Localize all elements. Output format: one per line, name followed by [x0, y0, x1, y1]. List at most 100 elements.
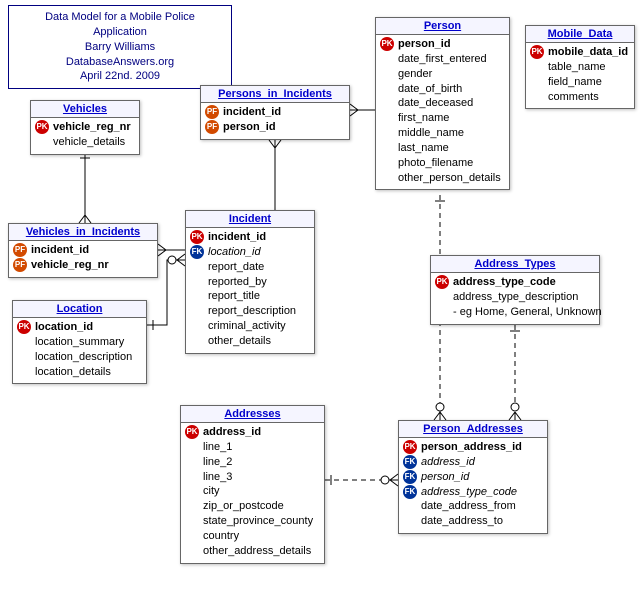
attr-name: vehicle_reg_nr — [53, 120, 131, 135]
attr-name: other_person_details — [398, 171, 501, 186]
pk-key-icon: PK — [530, 45, 544, 59]
attr-name: table_name — [548, 60, 606, 75]
attr-name: date_of_birth — [398, 82, 462, 97]
no-key-icon — [185, 514, 199, 528]
attr-row: middle_name — [380, 126, 505, 141]
entity-header: Location — [13, 301, 146, 318]
attr-name: zip_or_postcode — [203, 499, 284, 514]
attr-row: state_province_county — [185, 514, 320, 529]
attr-name: state_province_county — [203, 514, 313, 529]
attr-name: report_description — [208, 304, 296, 319]
attr-name: - eg Home, General, Unknown — [453, 305, 602, 320]
attr-row: other_person_details — [380, 171, 505, 186]
attr-row: date_address_to — [403, 514, 543, 529]
attr-name: middle_name — [398, 126, 464, 141]
attr-name: other_address_details — [203, 544, 311, 559]
pf-key-icon: PF — [13, 243, 27, 257]
fk-key-icon: FK — [190, 245, 204, 259]
entity-address_types: Address_TypesPKaddress_type_codeaddress_… — [430, 255, 600, 325]
attr-name: gender — [398, 67, 432, 82]
no-key-icon — [190, 319, 204, 333]
attr-name: criminal_activity — [208, 319, 286, 334]
attr-name: incident_id — [31, 243, 89, 258]
attr-name: location_details — [35, 365, 111, 380]
entity-addresses: AddressesPKaddress_idline_1line_2line_3c… — [180, 405, 325, 564]
attr-row: line_3 — [185, 470, 320, 485]
pf-key-icon: PF — [13, 258, 27, 272]
no-key-icon — [185, 440, 199, 454]
attr-name: location_description — [35, 350, 132, 365]
attr-name: photo_filename — [398, 156, 473, 171]
attr-row: other_address_details — [185, 544, 320, 559]
attr-row: reported_by — [190, 275, 310, 290]
attr-row: date_address_from — [403, 499, 543, 514]
fk-key-icon: FK — [403, 455, 417, 469]
attr-name: line_2 — [203, 455, 232, 470]
attr-name: last_name — [398, 141, 449, 156]
attr-row: criminal_activity — [190, 319, 310, 334]
entity-body: PKvehicle_reg_nrvehicle_details — [31, 118, 139, 154]
attr-row: PF incident_id — [13, 243, 153, 258]
attr-name: location_summary — [35, 335, 124, 350]
attr-name: date_first_entered — [398, 52, 487, 67]
attr-row: report_date — [190, 260, 310, 275]
entity-header: Vehicles — [31, 101, 139, 118]
no-key-icon — [403, 500, 417, 514]
attr-row: PKvehicle_reg_nr — [35, 120, 135, 135]
attr-row: last_name — [380, 141, 505, 156]
no-key-icon — [190, 275, 204, 289]
entity-body: PKperson_address_idFKaddress_idFKperson_… — [399, 438, 547, 533]
attr-name: vehicle_reg_nr — [31, 258, 109, 273]
no-key-icon — [380, 67, 394, 81]
attr-name: location_id — [208, 245, 261, 260]
attr-row: FKaddress_type_code — [403, 485, 543, 500]
attr-name: incident_id — [208, 230, 266, 245]
no-key-icon — [17, 335, 31, 349]
attr-row: location_details — [17, 365, 142, 380]
no-key-icon — [380, 156, 394, 170]
attr-name: mobile_data_id — [548, 45, 628, 60]
attr-name: location_id — [35, 320, 93, 335]
entity-person_addresses: Person_AddressesPKperson_address_idFKadd… — [398, 420, 548, 534]
attr-row: PK mobile_data_id — [530, 45, 630, 60]
attr-row: report_description — [190, 304, 310, 319]
info-line: Barry Williams — [17, 40, 223, 55]
no-key-icon — [380, 82, 394, 96]
no-key-icon — [380, 171, 394, 185]
attr-row: date_first_entered — [380, 52, 505, 67]
attr-name: report_title — [208, 289, 260, 304]
entity-body: PFincident_idPFperson_id — [201, 103, 349, 139]
attr-name: comments — [548, 90, 599, 105]
entity-body: PKaddress_idline_1line_2line_3cityzip_or… — [181, 423, 324, 563]
no-key-icon — [380, 112, 394, 126]
entity-header: Incident — [186, 211, 314, 228]
no-key-icon — [17, 365, 31, 379]
attr-name: person_id — [398, 37, 451, 52]
no-key-icon — [190, 334, 204, 348]
attr-row: FKperson_id — [403, 470, 543, 485]
no-key-icon — [35, 135, 49, 149]
no-key-icon — [185, 455, 199, 469]
no-key-icon — [185, 500, 199, 514]
no-key-icon — [380, 52, 394, 66]
attr-row: PFperson_id — [205, 120, 345, 135]
pk-key-icon: PK — [403, 440, 417, 454]
attr-row: line_1 — [185, 440, 320, 455]
attr-row: date_deceased — [380, 96, 505, 111]
attr-name: city — [203, 484, 220, 499]
attr-row: location_description — [17, 350, 142, 365]
no-key-icon — [17, 350, 31, 364]
attr-name: address_type_code — [453, 275, 556, 290]
attr-name: vehicle_details — [53, 135, 125, 150]
entity-header: Person_Addresses — [399, 421, 547, 438]
entity-location: LocationPKlocation_idlocation_summaryloc… — [12, 300, 147, 384]
attr-row: date_of_birth — [380, 82, 505, 97]
attr-row: address_type_description — [435, 290, 595, 305]
attr-row: FK location_id — [190, 245, 310, 260]
attr-name: first_name — [398, 111, 449, 126]
pf-key-icon: PF — [205, 105, 219, 119]
attr-name: address_type_description — [453, 290, 578, 305]
attr-row: zip_or_postcode — [185, 499, 320, 514]
attr-name: country — [203, 529, 239, 544]
attr-row: first_name — [380, 111, 505, 126]
